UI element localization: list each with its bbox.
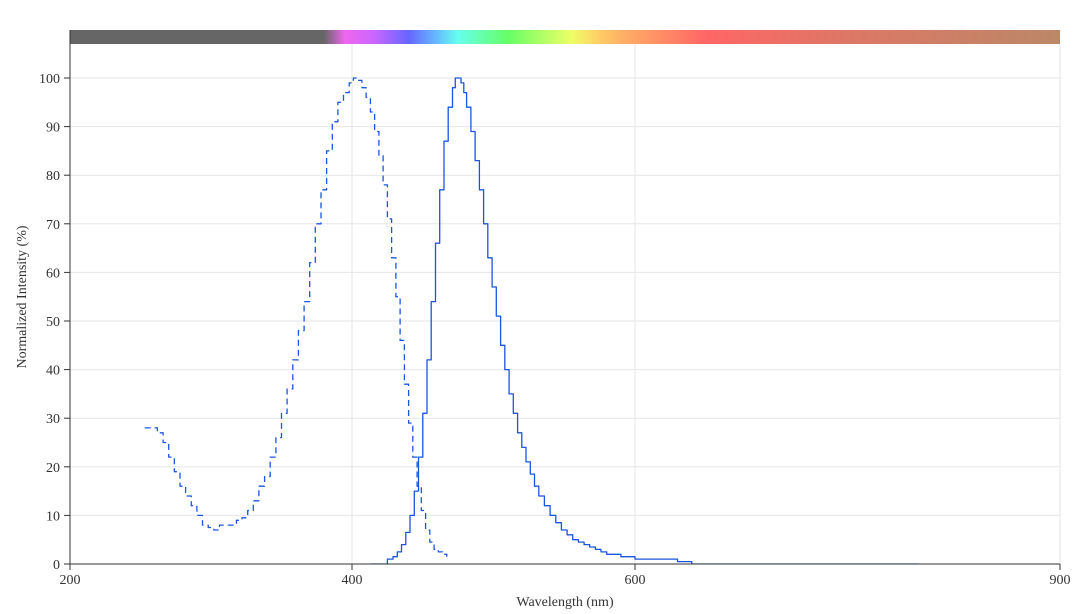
y-tick-label-80: 80 (46, 169, 60, 184)
emission-series-line (370, 77, 919, 564)
x-tick-label-600: 600 (625, 573, 646, 588)
y-tick-label-50: 50 (46, 315, 60, 330)
x-tick-label-900: 900 (1050, 573, 1071, 588)
y-tick-label-20: 20 (46, 461, 60, 476)
x-axis-title: Wavelength (nm) (516, 595, 614, 610)
y-tick-label-10: 10 (46, 509, 60, 524)
y-tick-label-90: 90 (46, 121, 60, 136)
excitation-series-line (144, 77, 448, 557)
y-axis-title: Normalized Intensity (%) (15, 225, 30, 368)
series-layer (144, 77, 919, 564)
y-tick-label-30: 30 (46, 412, 60, 427)
y-axis-ticks: 0 10 20 30 40 50 60 70 80 90 100 (39, 72, 70, 573)
x-axis-ticks: 200 400 600 900 (60, 564, 1071, 588)
grid-lines (70, 44, 1061, 564)
y-tick-label-0: 0 (53, 558, 60, 573)
y-tick-label-60: 60 (46, 266, 60, 281)
x-tick-label-400: 400 (342, 573, 363, 588)
y-tick-label-70: 70 (46, 218, 60, 233)
y-tick-label-100: 100 (39, 72, 60, 87)
spectrum-color-bar (70, 30, 1060, 44)
y-tick-label-40: 40 (46, 364, 60, 379)
x-tick-label-200: 200 (60, 573, 81, 588)
